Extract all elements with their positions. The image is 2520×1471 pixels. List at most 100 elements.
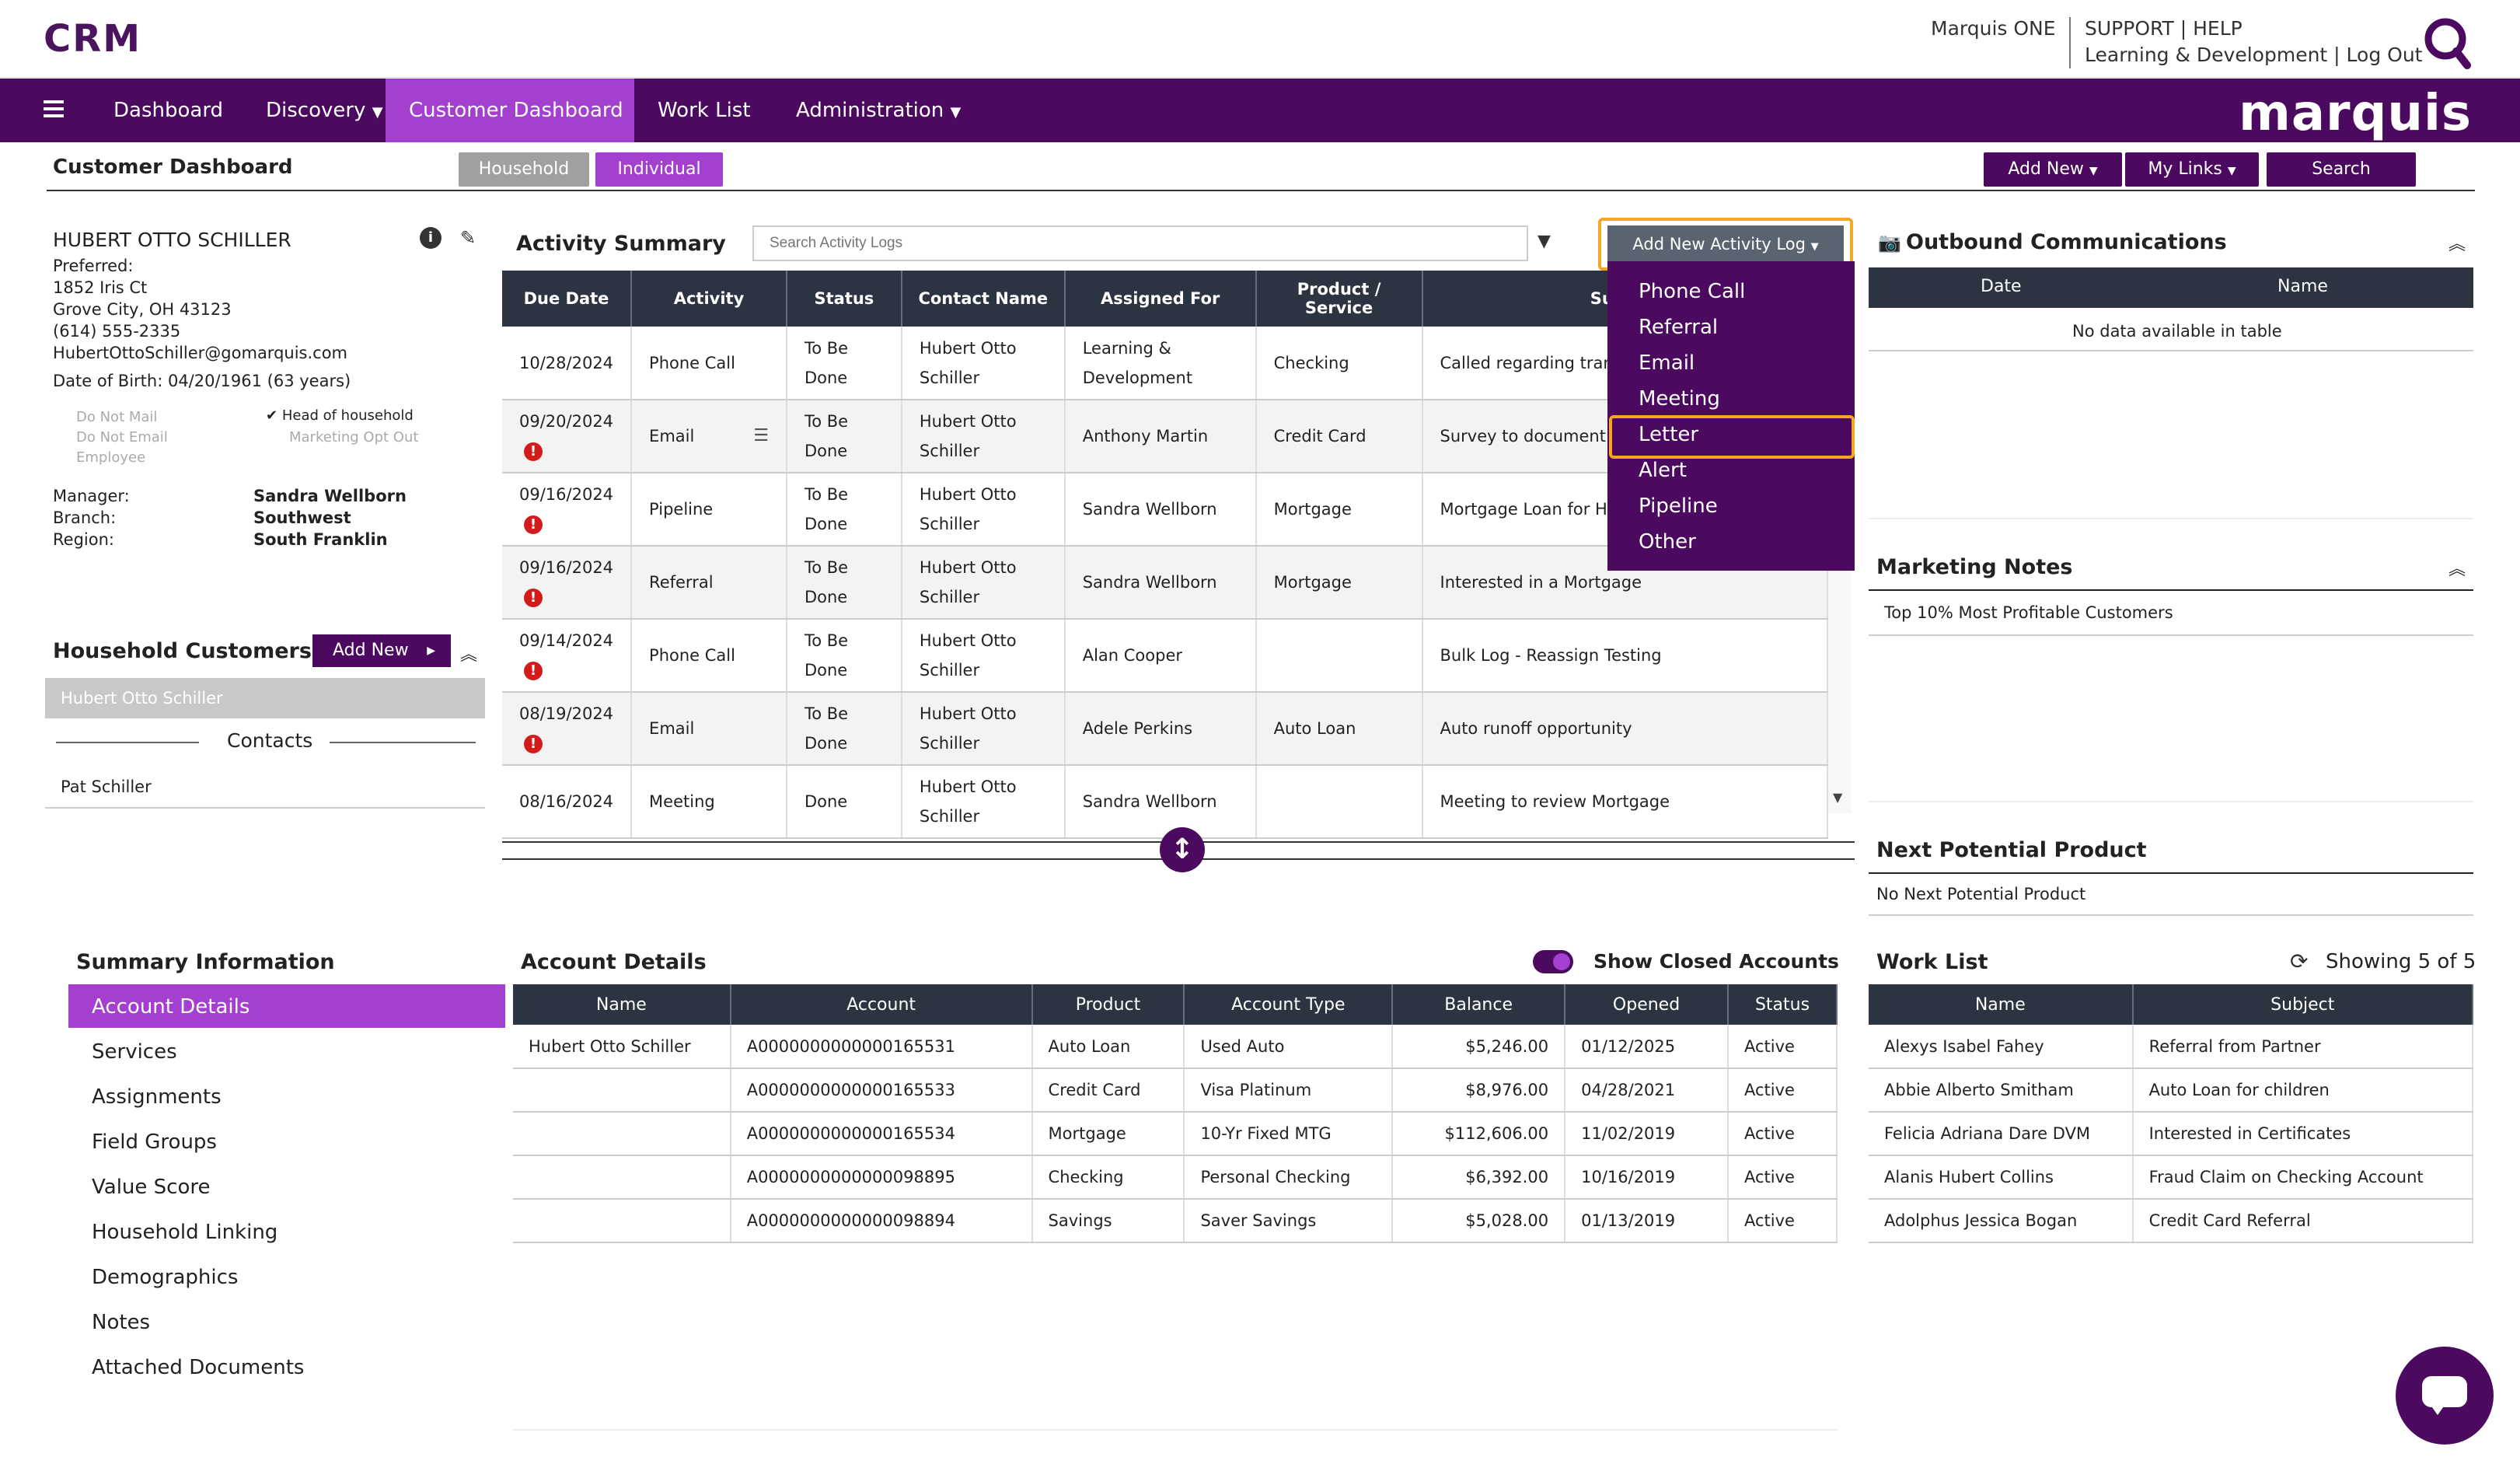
account-status-cell: Active <box>1728 1112 1838 1156</box>
col-due-date[interactable]: Due Date <box>502 271 633 327</box>
app-logo[interactable]: CRM <box>44 17 141 61</box>
activity-type-cell: Phone Call <box>631 327 787 400</box>
overdue-warning-icon: ! <box>524 662 543 680</box>
account-row[interactable]: A0000000000000098894 Savings Saver Savings… <box>513 1199 1838 1243</box>
acct-col-account-type[interactable]: Account Type <box>1184 984 1394 1025</box>
activity-row[interactable]: 09/14/2024! Phone Call To Be Done Hubert Ot… <box>502 619 1829 693</box>
dropdown-option-email[interactable]: Email <box>1639 351 1695 375</box>
dropdown-option-phone-call[interactable]: Phone Call <box>1639 280 1746 303</box>
worklist-row[interactable]: Alanis Hubert Collins Fraud Claim on Chec… <box>1869 1155 2474 1200</box>
col-status[interactable]: Status <box>786 271 902 327</box>
household-add-new-button[interactable]: Add New ▶ <box>312 634 451 667</box>
edit-icon[interactable]: ✎ <box>460 227 476 249</box>
add-new-button[interactable]: Add New ▼ <box>1984 152 2122 187</box>
acct-col-account[interactable]: Account <box>730 984 1033 1025</box>
summary-item-attached-documents[interactable]: Attached Documents <box>92 1356 305 1379</box>
account-row[interactable]: Hubert Otto Schiller A0000000000000165531… <box>513 1025 1838 1069</box>
summary-item-field-groups[interactable]: Field Groups <box>92 1130 217 1154</box>
summary-item-account-details[interactable]: Account Details <box>92 995 250 1019</box>
dropdown-option-referral[interactable]: Referral <box>1639 316 1719 339</box>
info-icon[interactable]: i <box>420 227 442 249</box>
worklist-row[interactable]: Abbie Alberto Smitham Auto Loan for child… <box>1869 1068 2474 1113</box>
account-opened-cell: 01/13/2019 <box>1565 1199 1729 1243</box>
summary-item-household-linking[interactable]: Household Linking <box>92 1221 278 1244</box>
support-help-links[interactable]: SUPPORT | HELP <box>2085 17 2243 40</box>
camera-icon: 📷 <box>1878 232 1901 253</box>
resize-handle-icon[interactable]: ↕ <box>1160 827 1205 872</box>
contacts-rule-left <box>56 742 199 743</box>
collapse-up-icon[interactable]: ︽ <box>460 645 478 665</box>
nav-dashboard[interactable]: Dashboard <box>113 99 224 122</box>
acct-col-opened[interactable]: Opened <box>1565 984 1729 1025</box>
show-closed-toggle[interactable] <box>1533 950 1573 973</box>
learning-logout-links[interactable]: Learning & Development | Log Out <box>2085 44 2423 66</box>
household-toggle[interactable]: Household <box>459 152 589 187</box>
nav-administration[interactable]: Administration ▼ <box>796 79 961 142</box>
outbound-col-name[interactable]: Name <box>2277 277 2328 296</box>
caret-down-icon: ▼ <box>950 104 962 121</box>
search-icon[interactable] <box>2422 17 2472 72</box>
summary-item-assignments[interactable]: Assignments <box>92 1085 222 1109</box>
summary-item-notes[interactable]: Notes <box>92 1311 151 1334</box>
work-col-subject[interactable]: Subject <box>2132 984 2474 1025</box>
col-product-service[interactable]: Product / Service <box>1255 271 1423 327</box>
activity-status: To Be Done <box>804 412 849 460</box>
col-activity[interactable]: Activity <box>631 271 787 327</box>
collapse-up-icon[interactable]: ︽ <box>2448 235 2466 254</box>
worklist-row[interactable]: Adolphus Jessica Bogan Credit Card Referr… <box>1869 1199 2474 1243</box>
dropdown-option-other[interactable]: Other <box>1639 530 1696 554</box>
marquis-one-link[interactable]: Marquis ONE <box>1931 17 2056 40</box>
customer-dob: Date of Birth: 04/20/1961 (63 years) <box>53 372 351 390</box>
account-row[interactable]: A0000000000000165534 Mortgage 10-Yr Fixed … <box>513 1112 1838 1156</box>
next-product-rule <box>1869 872 2473 874</box>
collapse-up-icon[interactable]: ︽ <box>2448 560 2466 579</box>
filter-dropdown-icon[interactable]: ▼ <box>1537 232 1551 251</box>
activity-row[interactable]: 08/16/2024 Meeting Done Hubert Otto Schille… <box>502 765 1829 839</box>
worklist-row[interactable]: Alexys Isabel Fahey Referral from Partner <box>1869 1025 2474 1069</box>
contact-item[interactable]: Pat Schiller <box>61 777 152 796</box>
activity-row[interactable]: 08/19/2024! Email To Be Done Hubert Otto Sc… <box>502 692 1829 766</box>
outbound-col-date[interactable]: Date <box>1981 277 2022 296</box>
worklist-row[interactable]: Felicia Adriana Dare DVM Interested in Ce… <box>1869 1112 2474 1156</box>
household-selected-row[interactable]: Hubert Otto Schiller <box>45 678 485 718</box>
account-opened-cell: 01/12/2025 <box>1565 1025 1729 1069</box>
refresh-icon[interactable]: ⟳ <box>2290 949 2309 974</box>
my-links-button[interactable]: My Links ▼ <box>2125 152 2259 187</box>
dropdown-option-letter[interactable]: Letter <box>1639 423 1699 446</box>
work-col-name[interactable]: Name <box>1869 984 2134 1025</box>
overdue-warning-icon: ! <box>524 589 543 607</box>
chat-button[interactable] <box>2396 1347 2494 1445</box>
list-details-icon[interactable]: ☰ <box>753 426 769 445</box>
nav-customer-dashboard[interactable]: Customer Dashboard <box>386 79 634 142</box>
summary-item-services[interactable]: Services <box>92 1040 177 1064</box>
add-new-activity-button[interactable]: Add New Activity Log ▼ <box>1607 225 1844 263</box>
activity-search-input[interactable] <box>752 225 1528 261</box>
nav-discovery[interactable]: Discovery ▼ <box>266 79 383 142</box>
acct-col-balance[interactable]: Balance <box>1392 984 1566 1025</box>
search-button[interactable]: Search <box>2267 152 2416 187</box>
acct-col-product[interactable]: Product <box>1031 984 1185 1025</box>
dropdown-option-alert[interactable]: Alert <box>1639 459 1687 482</box>
activity-assigned: Adele Perkins <box>1082 719 1193 738</box>
col-contact-name[interactable]: Contact Name <box>901 271 1066 327</box>
scroll-down-icon[interactable]: ▼ <box>1833 790 1843 805</box>
account-opened-cell: 04/28/2021 <box>1565 1068 1729 1113</box>
account-row[interactable]: A0000000000000098895 Checking Personal Che… <box>513 1155 1838 1200</box>
worklist-subject-cell: Fraud Claim on Checking Account <box>2132 1155 2474 1200</box>
dropdown-option-meeting[interactable]: Meeting <box>1639 387 1720 411</box>
overdue-warning-icon: ! <box>524 735 543 753</box>
acct-col-status[interactable]: Status <box>1728 984 1838 1025</box>
add-new-activity-label: Add New Activity Log <box>1632 235 1806 253</box>
summary-item-demographics[interactable]: Demographics <box>92 1266 239 1289</box>
account-row[interactable]: A0000000000000165533 Credit Card Visa Plat… <box>513 1068 1838 1113</box>
activity-type: Email <box>649 719 695 738</box>
individual-toggle[interactable]: Individual <box>595 152 723 187</box>
summary-item-value-score[interactable]: Value Score <box>92 1176 211 1199</box>
acct-col-name[interactable]: Name <box>513 984 731 1025</box>
activity-subject-cell: Meeting to review Mortgage <box>1422 765 1829 839</box>
hamburger-menu-icon[interactable] <box>44 100 64 117</box>
col-assigned-for[interactable]: Assigned For <box>1064 271 1257 327</box>
nav-work-list[interactable]: Work List <box>658 99 751 122</box>
activity-status: To Be Done <box>804 485 849 533</box>
dropdown-option-pipeline[interactable]: Pipeline <box>1639 494 1718 518</box>
